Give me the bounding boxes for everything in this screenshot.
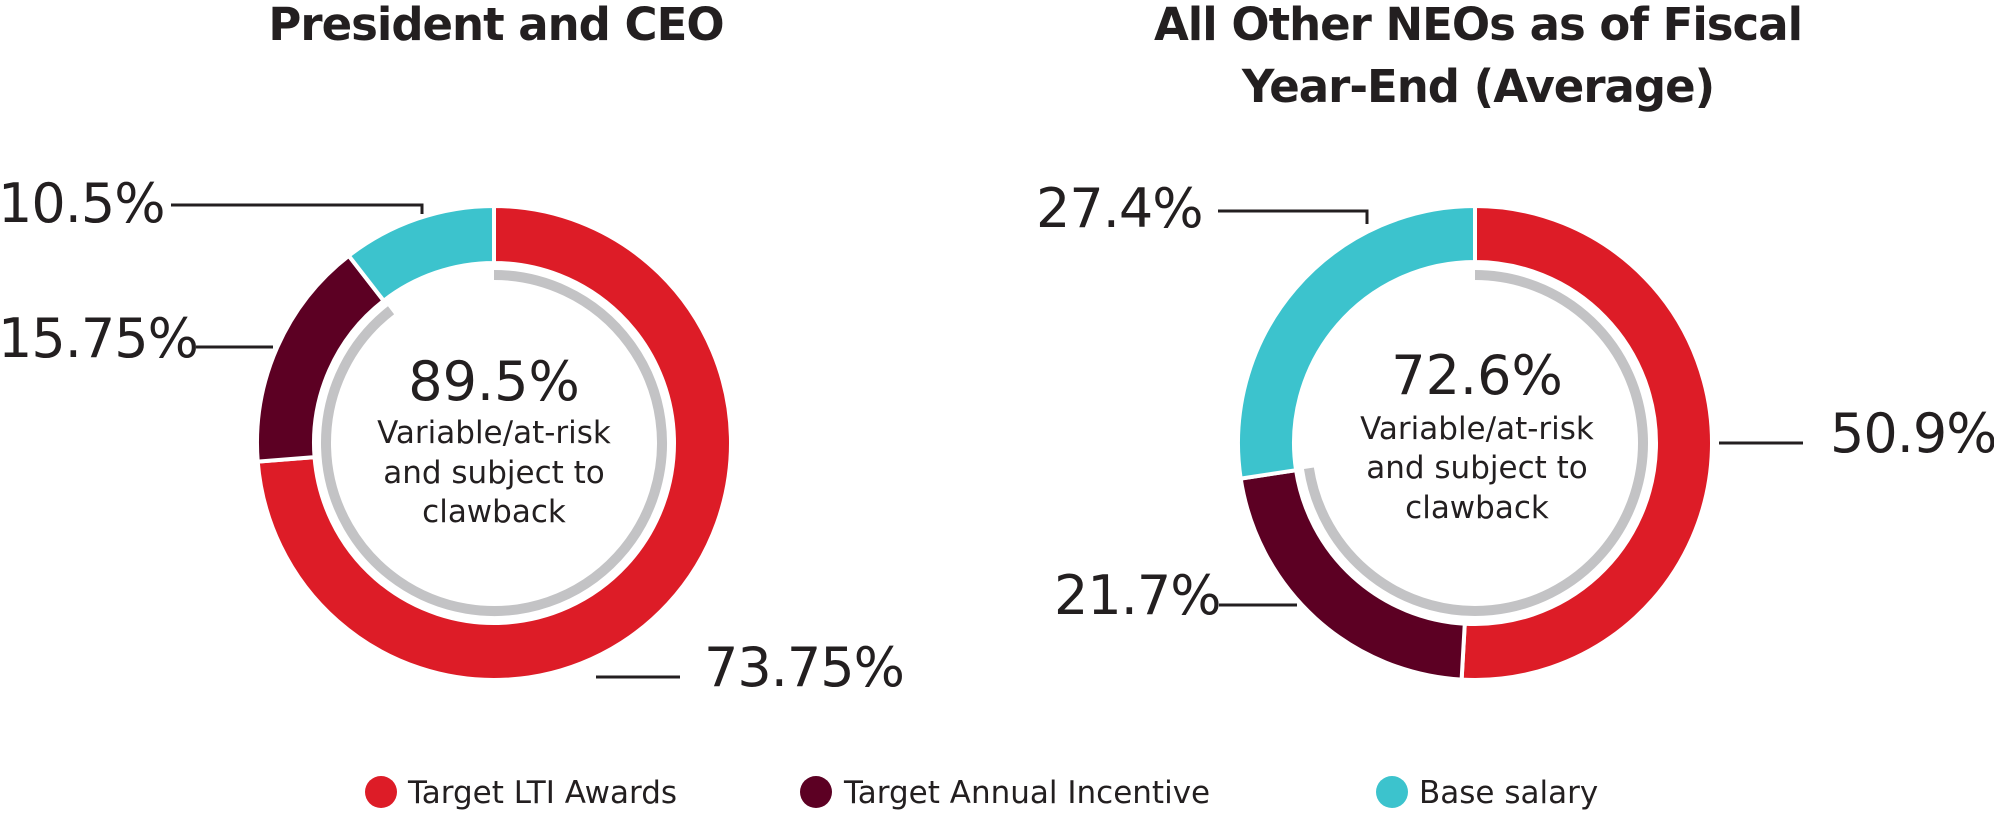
ceo-donut [255,203,733,682]
neo-variable-share-ring [1303,270,1648,616]
ceo-center-line-3: clawback [422,494,566,530]
legend-swatch-lti [365,776,397,808]
legend-label-annual: Target Annual Incentive [843,775,1210,811]
neo-chart-title-line-1: All Other NEOs as of Fiscal [1154,0,1802,51]
legend-item-annual: Target Annual Incentive [800,775,1210,811]
ceo-slice-lti [255,203,733,682]
neo-donut [1236,203,1714,682]
neo-center-line-2: and subject to [1366,450,1588,486]
neo-annual-label: 21.7% [1054,564,1221,627]
neo-base-label: 27.4% [1036,177,1203,240]
legend-swatch-base [1376,776,1408,808]
ceo-center-percent: 89.5% [408,350,580,413]
ceo-slice-base [345,203,496,304]
ceo-center-line-2: and subject to [383,455,605,491]
neo-chart: All Other NEOs as of Fiscal Year-End (Av… [1036,0,1994,682]
neo-chart-title-line-2: Year-End (Average) [1241,60,1714,113]
ceo-base-leader [171,203,424,214]
legend-label-base: Base salary [1419,775,1598,811]
ceo-base-label: 10.5% [0,172,165,235]
ceo-chart-title: President and CEO [268,0,723,51]
legend: Target LTI Awards Target Annual Incentiv… [365,775,1598,811]
legend-item-lti: Target LTI Awards [365,775,677,811]
legend-item-base: Base salary [1376,775,1598,811]
neo-slice-lti [1459,203,1714,682]
ceo-variable-share-ring [321,270,667,616]
neo-lti-label: 50.9% [1830,402,1994,465]
ceo-lti-label: 73.75% [704,636,904,699]
neo-center-line-1: Variable/at-risk [1360,411,1594,447]
ceo-center-line-1: Variable/at-risk [377,415,611,451]
neo-center-percent: 72.6% [1391,344,1563,407]
ceo-slice-annual [255,252,387,464]
ceo-chart: President and CEO 89.5% Variable/at-risk… [0,0,905,699]
neo-slice-base [1236,203,1477,481]
neo-base-leader [1218,209,1369,224]
legend-swatch-annual [800,776,832,808]
ceo-annual-label: 15.75% [0,307,198,370]
neo-center-line-3: clawback [1405,490,1549,526]
legend-label-lti: Target LTI Awards [407,775,677,811]
